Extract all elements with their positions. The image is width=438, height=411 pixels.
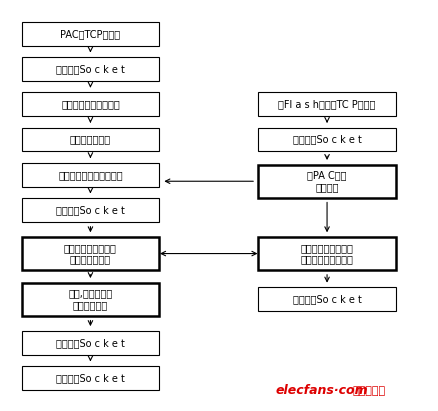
Text: 等待,直至客户端
相应数据到来: 等待,直至客户端 相应数据到来: [68, 289, 112, 310]
Text: 接收服务器端数据或
向服务器端发送命令: 接收服务器端数据或 向服务器端发送命令: [300, 243, 353, 264]
Bar: [21, 198, 159, 222]
Bar: [258, 92, 395, 116]
Bar: [258, 237, 395, 270]
Bar: [258, 287, 395, 311]
Bar: [258, 165, 395, 198]
Bar: [21, 366, 159, 390]
Bar: [21, 22, 159, 46]
Text: 电子发烧友: 电子发烧友: [352, 386, 385, 396]
Text: 由Fl a s h创建的TC P客户端: 由Fl a s h创建的TC P客户端: [278, 99, 375, 109]
Bar: [21, 128, 159, 152]
Bar: [21, 163, 159, 187]
Text: 向PA C发送
连接请求: 向PA C发送 连接请求: [307, 171, 346, 192]
Text: 创建连接So c k e t: 创建连接So c k e t: [56, 205, 124, 215]
Text: PAC的TCP服务端: PAC的TCP服务端: [60, 29, 120, 39]
Bar: [21, 331, 159, 355]
Text: 监吪客户端请求: 监吪客户端请求: [70, 134, 111, 145]
Text: 绑定至本地地址和端口: 绑定至本地地址和端口: [61, 99, 120, 109]
Bar: [21, 283, 159, 316]
Bar: [21, 57, 159, 81]
Bar: [21, 237, 159, 270]
Bar: [21, 92, 159, 116]
Text: 创建连接So c k e t: 创建连接So c k e t: [292, 134, 360, 145]
Text: 向客户端发送数据或
接收客户端命令: 向客户端发送数据或 接收客户端命令: [64, 243, 117, 264]
Bar: [258, 128, 395, 152]
Text: 关闭连接So c k e t: 关闭连接So c k e t: [292, 294, 360, 304]
Text: elecfans·com: elecfans·com: [275, 384, 367, 397]
Text: 关闭监吪So c k e t: 关闭监吪So c k e t: [56, 373, 124, 383]
Text: 等待直至客户端请求到来: 等待直至客户端请求到来: [58, 170, 123, 180]
Text: 关闭连接So c k e t: 关闭连接So c k e t: [56, 338, 124, 348]
Text: 创建监吪So c k e t: 创建监吪So c k e t: [56, 64, 124, 74]
